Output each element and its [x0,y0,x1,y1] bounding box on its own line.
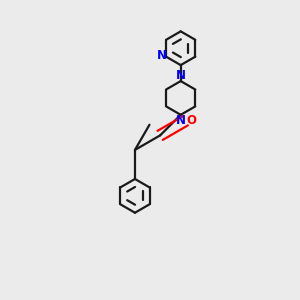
Text: N: N [157,49,167,62]
Text: N: N [176,114,186,127]
Text: O: O [186,114,196,127]
Text: N: N [176,69,186,82]
